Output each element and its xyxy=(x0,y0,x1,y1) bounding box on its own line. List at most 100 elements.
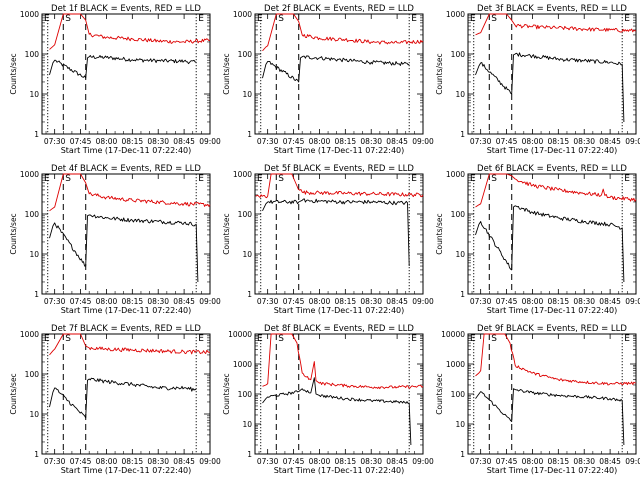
y-axis-label: Counts/sec xyxy=(222,373,231,414)
y-tick-label: 10 xyxy=(455,90,465,99)
x-tick-label: 08:15 xyxy=(122,297,144,306)
y-tick-label: 1 xyxy=(34,130,39,139)
series-line xyxy=(262,55,410,83)
chart-panel-2: Det 2f BLACK = Events, RED = LLD 1 10 100 10… xyxy=(222,4,434,155)
x-tick-label: 08:45 xyxy=(173,457,195,466)
y-tick-label: 10 xyxy=(29,410,39,419)
y-tick-label: 1000 xyxy=(233,360,252,369)
x-tick-label: 08:30 xyxy=(573,297,595,306)
x-tick-label: 08:30 xyxy=(573,137,595,146)
x-tick-label: 07:45 xyxy=(496,297,518,306)
chart-panel-9: Det 9f BLACK = Events, RED = LLD 1 10 100 10… xyxy=(435,324,640,475)
chart-panel-8: Det 8f BLACK = Events, RED = LLD 1 10 100 10… xyxy=(222,324,434,475)
x-tick-label: 08:15 xyxy=(548,297,570,306)
x-tick-label: 08:30 xyxy=(147,137,169,146)
plot-frame xyxy=(254,173,424,295)
y-tick-label: 1 xyxy=(460,290,465,299)
chart-panel-4: Det 4f BLACK = Events, RED = LLD 1 10 100 10… xyxy=(9,164,221,315)
series-line xyxy=(255,173,424,199)
events-series xyxy=(262,198,410,267)
x-tick-label: 08:45 xyxy=(173,137,195,146)
x-tick-label: 08:00 xyxy=(309,137,331,146)
chart-panel-7: Det 7f BLACK = Events, RED = LLD 1 10 100 10… xyxy=(9,324,221,475)
plot-frame xyxy=(467,333,637,455)
series-line xyxy=(475,333,637,386)
x-tick-label: 08:15 xyxy=(335,137,357,146)
lld-series xyxy=(475,173,637,208)
x-tick-label: 07:30 xyxy=(257,297,279,306)
y-tick-label: 10 xyxy=(242,420,252,429)
x-tick-label: 08:45 xyxy=(386,137,408,146)
x-axis-label: Start Time (17-Dec-11 07:22:40) xyxy=(487,146,618,155)
x-tick-label: 09:00 xyxy=(199,297,221,306)
series-line xyxy=(49,13,211,50)
plot-frame xyxy=(41,13,211,135)
x-tick-label: 07:30 xyxy=(44,297,66,306)
x-tick-label: 07:30 xyxy=(470,297,492,306)
series-line xyxy=(475,205,625,283)
events-series xyxy=(475,205,625,283)
x-tick-label: 08:15 xyxy=(122,457,144,466)
x-tick-label: 08:00 xyxy=(522,137,544,146)
y-tick-label: 100 xyxy=(238,50,253,59)
events-series xyxy=(475,388,625,446)
events-series xyxy=(49,377,197,419)
start-marker-label: S xyxy=(65,334,71,344)
y-tick-label: 10 xyxy=(29,90,39,99)
y-tick-label: 1 xyxy=(247,290,252,299)
lld-series xyxy=(262,13,424,52)
x-tick-label: 07:45 xyxy=(496,137,518,146)
chart-title: Det 4f BLACK = Events, RED = LLD xyxy=(51,164,201,174)
series-line xyxy=(262,13,424,52)
lld-series xyxy=(262,333,424,390)
x-tick-label: 08:15 xyxy=(548,137,570,146)
x-tick-label: 09:00 xyxy=(625,297,640,306)
y-tick-label: 10000 xyxy=(228,330,252,339)
plot-frame xyxy=(41,173,211,295)
lld-series xyxy=(475,333,637,386)
end-marker-label-left: E xyxy=(257,334,263,344)
x-tick-label: 08:30 xyxy=(147,297,169,306)
x-tick-label: 09:00 xyxy=(199,457,221,466)
end-marker-label-left: E xyxy=(257,174,263,184)
end-marker-label: E xyxy=(198,174,204,184)
events-series xyxy=(475,52,625,123)
x-axis-label: Start Time (17-Dec-11 07:22:40) xyxy=(274,146,405,155)
x-axis-label: Start Time (17-Dec-11 07:22:40) xyxy=(487,306,618,315)
y-tick-label: 1 xyxy=(247,130,252,139)
y-tick-label: 100 xyxy=(25,50,40,59)
y-tick-label: 10 xyxy=(455,420,465,429)
y-tick-label: 1000 xyxy=(446,10,465,19)
series-line xyxy=(49,377,197,419)
x-axis-label: Start Time (17-Dec-11 07:22:40) xyxy=(61,306,192,315)
start-marker-label: S xyxy=(65,14,71,24)
end-marker-label: E xyxy=(624,334,630,344)
plot-frame xyxy=(467,13,637,135)
series-line xyxy=(475,52,625,123)
y-tick-label: 1000 xyxy=(233,170,252,179)
x-tick-label: 08:45 xyxy=(386,457,408,466)
lld-series xyxy=(255,173,424,199)
end-marker-label-left: E xyxy=(44,174,50,184)
start-marker-label: S xyxy=(491,14,497,24)
series-line xyxy=(475,173,637,208)
series-line xyxy=(49,214,199,283)
start-marker-label: S xyxy=(278,14,284,24)
y-axis-label: Counts/sec xyxy=(222,53,231,94)
lld-series xyxy=(49,13,211,50)
y-axis-label: Counts/sec xyxy=(435,213,444,254)
start-marker-label: S xyxy=(491,334,497,344)
y-tick-label: 100 xyxy=(451,390,466,399)
series-line xyxy=(49,173,211,212)
x-tick-label: 07:30 xyxy=(470,457,492,466)
plot-frame xyxy=(41,333,211,455)
end-marker-label: E xyxy=(624,174,630,184)
events-series xyxy=(49,214,199,283)
plot-frame xyxy=(254,13,424,135)
x-tick-label: 08:00 xyxy=(522,457,544,466)
events-series xyxy=(262,377,412,446)
x-tick-label: 08:30 xyxy=(147,457,169,466)
y-tick-label: 10 xyxy=(29,250,39,259)
x-tick-label: 08:00 xyxy=(96,137,118,146)
end-marker-label: E xyxy=(411,334,417,344)
